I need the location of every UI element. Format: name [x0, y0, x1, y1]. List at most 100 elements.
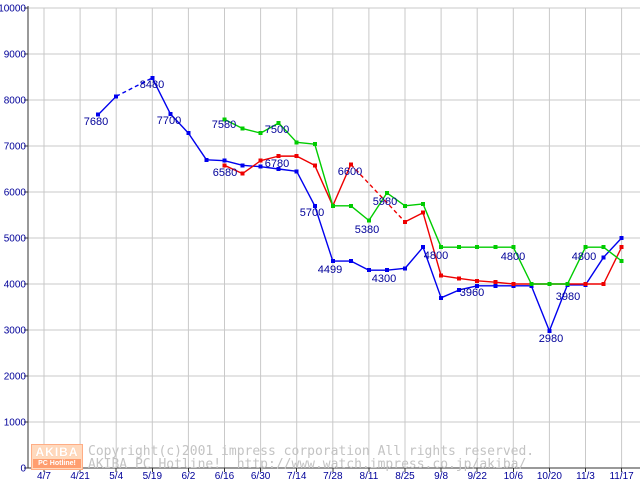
green-series-segment: [603, 246, 623, 262]
green-series-segment: [278, 122, 298, 143]
red-series-segment: [440, 275, 460, 280]
red-series-segment: [404, 212, 424, 223]
green-series-segment: [404, 203, 424, 207]
red-series-data-point-marker: [403, 219, 407, 224]
blue-series-segment: [440, 289, 460, 299]
x-axis-tick-label: 8/11: [360, 471, 379, 480]
blue-series-data-point-marker: [493, 283, 498, 288]
price-annotation-label: 5700: [300, 207, 324, 219]
red-series-data-point-marker: [457, 276, 462, 281]
green-series-data-point-marker: [384, 190, 389, 195]
blue-series-segment: [530, 285, 551, 332]
blue-series-data-point-marker: [114, 94, 119, 99]
price-annotation-label: 8480: [140, 79, 164, 91]
y-axis-tick-label: 9000: [4, 50, 27, 61]
red-series-data-point-marker: [222, 163, 227, 168]
blue-series-segment: [97, 95, 117, 116]
green-series-data-point-marker: [457, 245, 462, 250]
red-series-segment: [495, 281, 514, 285]
green-series-data-point-marker: [294, 140, 299, 145]
akiba-pc-hotline-logo: AKIBA PC Hotline!: [31, 444, 83, 470]
red-series-segment: [242, 160, 262, 175]
red-series-data-point-marker: [475, 278, 480, 283]
y-axis-tick-label: 4000: [4, 280, 27, 291]
green-series-segment: [368, 192, 388, 221]
blue-series-segment: [224, 160, 243, 166]
green-series-segment: [224, 118, 243, 130]
red-series-segment: [224, 164, 243, 175]
blue-series-segment: [548, 284, 569, 332]
price-annotation-label: 7500: [265, 124, 289, 136]
blue-series-segment: [169, 113, 189, 134]
blue-series-data-point-marker: [96, 112, 101, 117]
price-annotation-label: 7680: [84, 116, 108, 128]
blue-series-segment: [350, 260, 370, 271]
red-series-data-point-marker: [421, 210, 426, 215]
blue-series-data-point-marker: [276, 167, 281, 171]
x-axis-tick-label: 5/19: [143, 471, 163, 480]
y-axis-tick-label: 6000: [4, 188, 27, 199]
green-series-segment: [242, 127, 261, 134]
green-series-data-point-marker: [529, 282, 534, 286]
blue-series-segment: [278, 168, 297, 172]
y-axis-tick-label: 1000: [4, 418, 27, 429]
x-axis-tick-label: 4/7: [37, 471, 51, 480]
blue-series-data-point-marker: [330, 259, 335, 264]
blue-series-data-point-marker: [475, 283, 480, 288]
green-series-data-point-marker: [565, 282, 570, 286]
green-series-segment: [422, 203, 442, 248]
green-series-data-point-marker: [601, 245, 606, 250]
green-series-data-point-marker: [583, 245, 588, 250]
x-axis-tick-label: 9/8: [434, 471, 448, 480]
green-series-data-point-marker: [475, 245, 480, 250]
blue-series-data-point-marker: [294, 169, 299, 174]
blue-series-segment: [296, 170, 316, 207]
x-axis-tick-label: 7/28: [323, 471, 343, 480]
blue-series-data-point-marker: [258, 164, 263, 169]
green-series-data-point-marker: [312, 142, 317, 147]
green-series-segment: [386, 192, 406, 207]
copyright-line: Copyright(c)2001 impress corporation All…: [88, 444, 535, 459]
blue-series-data-point-marker: [403, 266, 407, 271]
green-series-segment: [350, 205, 370, 222]
price-annotation-label: 4800: [501, 251, 525, 263]
red-series-data-point-marker: [493, 280, 498, 285]
blue-series-data-point-marker: [384, 268, 389, 273]
blue-series-segment: [260, 166, 279, 170]
green-series-data-point-marker: [348, 203, 353, 208]
y-axis-tick-label: 2000: [4, 372, 27, 383]
x-axis-tick-label: 5/4: [109, 471, 123, 480]
x-axis-tick-label: 11/3: [576, 471, 595, 480]
blue-series-data-point-marker: [312, 203, 317, 208]
blue-series-data-point-marker: [439, 295, 444, 300]
logo-subtitle: PC Hotline!: [33, 459, 81, 468]
blue-series-segment: [151, 77, 171, 115]
x-axis-tick-label: 4/21: [70, 471, 90, 480]
logo-title: AKIBA: [35, 445, 79, 459]
red-series-data-point-marker: [258, 158, 263, 163]
y-axis-tick-label: 7000: [4, 142, 27, 153]
green-series-segment: [512, 246, 532, 285]
red-series-segment: [459, 277, 478, 282]
green-series-data-point-marker: [511, 245, 516, 250]
price-annotation-label: 2980: [539, 333, 563, 345]
blue-series-segment: [386, 267, 406, 271]
blue-series-segment: [404, 246, 424, 269]
red-series-data-point-marker: [619, 245, 624, 250]
green-series-data-point-marker: [240, 126, 245, 131]
red-series-segment: [332, 164, 352, 207]
blue-series-data-point-marker: [168, 111, 173, 116]
x-axis-tick-label: 10/20: [537, 471, 562, 480]
blue-series-data-point-marker: [547, 328, 552, 333]
red-series-segment: [296, 155, 316, 166]
green-series-segment: [260, 122, 279, 134]
price-annotation-label: 4300: [372, 273, 396, 285]
green-series-data-point-marker: [276, 121, 281, 125]
red-series-segment: [260, 155, 279, 162]
red-series-data-point-marker: [276, 154, 281, 159]
price-annotation-label: 7580: [212, 119, 236, 131]
green-series-data-point-marker: [330, 203, 335, 208]
green-series-data-point-marker: [547, 282, 552, 286]
